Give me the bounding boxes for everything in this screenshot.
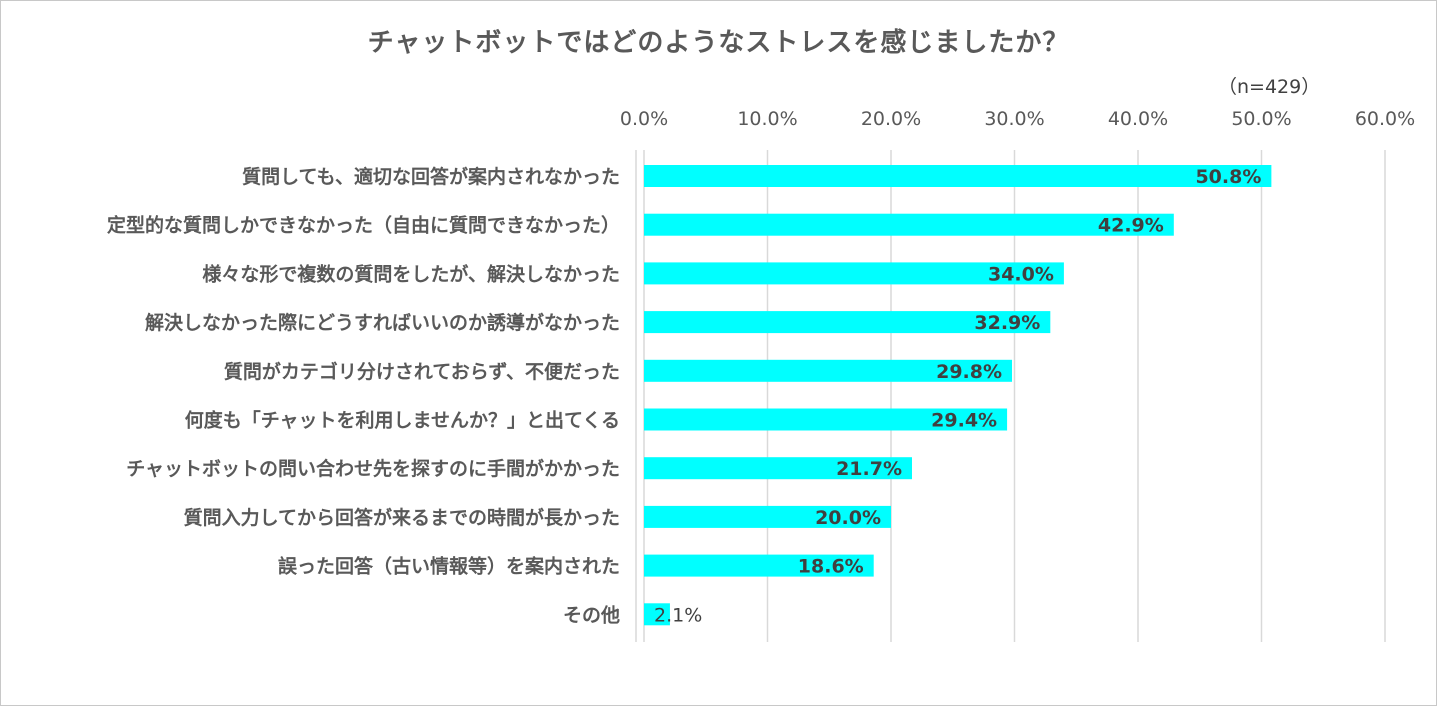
bar-7 xyxy=(644,505,891,528)
bar-9 xyxy=(644,603,670,626)
bar-2 xyxy=(644,262,1064,285)
category-label-1: 定型的な質問しかできなかった（自由に質問できなかった） xyxy=(107,214,620,237)
data-label-5: 29.4% xyxy=(931,410,997,432)
x-tick-label-0: 0.0% xyxy=(620,108,668,130)
bar-5 xyxy=(644,408,1008,431)
x-tick-label-5: 50.0% xyxy=(1231,108,1291,130)
x-tick-label-1: 10.0% xyxy=(737,108,797,130)
x-tick-label-6: 60.0% xyxy=(1355,108,1415,130)
bar-8 xyxy=(644,554,874,577)
bar-4 xyxy=(644,359,1013,382)
category-label-3: 解決しなかった際にどうすればいいのか誘導がなかった xyxy=(145,311,620,334)
x-tick-label-3: 30.0% xyxy=(984,108,1044,130)
bar-0 xyxy=(644,165,1272,187)
data-label-6: 21.7% xyxy=(836,458,902,480)
bar-3 xyxy=(644,311,1051,334)
data-label-4: 29.8% xyxy=(936,361,1002,383)
data-label-3: 32.9% xyxy=(974,312,1040,334)
chart-title: チャットボットではどのようなストレスを感じましたか？ xyxy=(367,28,1070,58)
x-tick-label-4: 40.0% xyxy=(1108,108,1168,130)
data-label-0: 50.8% xyxy=(1195,166,1261,188)
category-label-0: 質問しても、適切な回答が案内されなかった xyxy=(242,165,620,188)
category-label-8: 誤った回答（古い情報等）を案内された xyxy=(278,555,620,578)
category-label-6: チャットボットの問い合わせ先を探すのに手間がかかった xyxy=(126,457,620,480)
category-label-9: その他 xyxy=(563,603,620,626)
category-label-5: 何度も「チャットを利用しませんか？」と出てくる xyxy=(185,409,620,432)
x-tick-label-2: 20.0% xyxy=(861,108,921,130)
bar-6 xyxy=(644,457,912,480)
data-label-9: 2.1% xyxy=(654,604,702,626)
data-label-8: 18.6% xyxy=(798,556,864,578)
category-label-2: 様々な形で複数の質問をしたが、解決しなかった xyxy=(202,262,620,285)
bar-1 xyxy=(644,213,1174,236)
sample-size-label: （n=429） xyxy=(1218,76,1321,98)
category-label-7: 質問入力してから回答が来るまでの時間が長かった xyxy=(184,506,620,529)
category-label-4: 質問がカテゴリ分けされておらず、不便だった xyxy=(224,360,620,383)
data-label-7: 20.0% xyxy=(815,507,881,529)
data-label-2: 34.0% xyxy=(988,263,1054,285)
data-label-1: 42.9% xyxy=(1098,215,1164,237)
